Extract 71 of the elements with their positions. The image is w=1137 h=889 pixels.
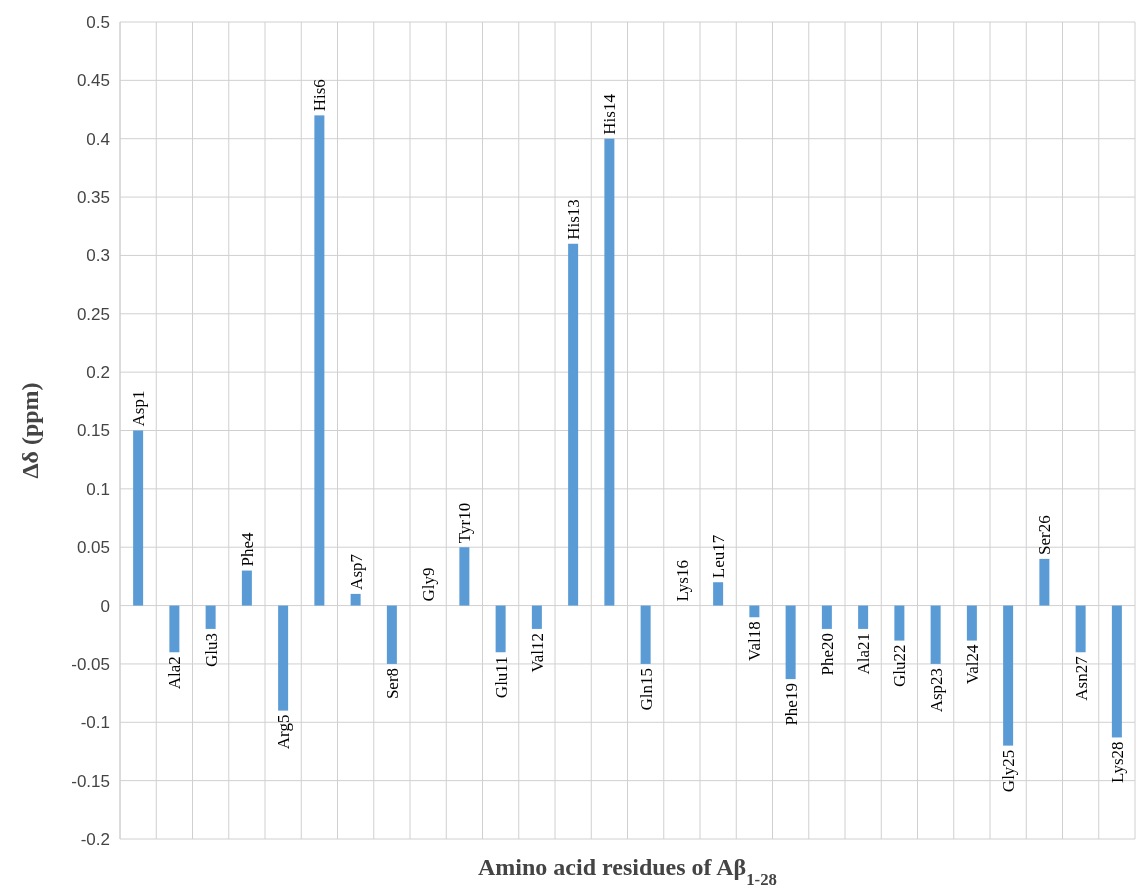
x-tick-label: Phe4 bbox=[237, 532, 257, 567]
x-tick-label: Asn27 bbox=[1071, 655, 1091, 701]
y-tick-label: 0.45 bbox=[76, 71, 110, 91]
x-tick-label: Ala2 bbox=[165, 656, 185, 690]
bar bbox=[241, 570, 252, 606]
y-tick-label: 0.1 bbox=[86, 479, 110, 499]
bar bbox=[1003, 605, 1014, 746]
x-tick-label: Asp23 bbox=[926, 667, 946, 713]
x-tick-label: Tyr10 bbox=[455, 502, 475, 544]
x-tick-label: Phe20 bbox=[817, 632, 837, 676]
y-tick-label: 0.15 bbox=[76, 421, 110, 441]
x-tick-label: Gly25 bbox=[999, 749, 1019, 793]
y-tick-label: -0.05 bbox=[71, 654, 110, 674]
x-tick-label: Gly9 bbox=[419, 567, 439, 602]
x-tick-label: Ala21 bbox=[854, 632, 874, 675]
x-tick-label: Arg5 bbox=[274, 714, 294, 750]
x-tick-label: Leu17 bbox=[709, 534, 729, 579]
x-tick-label: Gln15 bbox=[636, 667, 656, 711]
bar bbox=[531, 605, 542, 629]
x-tick-label: Lys16 bbox=[672, 560, 692, 602]
y-tick-label: 0.35 bbox=[76, 188, 110, 208]
x-tick-label: Val12 bbox=[527, 632, 547, 673]
x-tick-label: Glu11 bbox=[491, 656, 511, 699]
bar bbox=[1039, 558, 1050, 606]
x-tick-label: His13 bbox=[564, 199, 584, 240]
bar bbox=[785, 605, 796, 680]
bar bbox=[350, 593, 361, 606]
bar bbox=[604, 138, 615, 606]
y-tick-label: -0.1 bbox=[80, 713, 110, 733]
bar bbox=[821, 605, 832, 629]
bar bbox=[713, 582, 724, 606]
x-tick-label: Ser8 bbox=[382, 667, 402, 700]
x-tick-label: His14 bbox=[600, 93, 620, 135]
x-tick-label: Val24 bbox=[962, 644, 982, 685]
bar bbox=[894, 605, 905, 641]
x-tick-label: Lys28 bbox=[1107, 741, 1127, 784]
y-tick-label: 0.25 bbox=[76, 304, 110, 324]
bar bbox=[568, 243, 579, 606]
bar bbox=[386, 605, 397, 664]
bar bbox=[858, 605, 869, 629]
bar bbox=[749, 605, 760, 618]
bar bbox=[930, 605, 941, 664]
y-tick-label: 0.4 bbox=[86, 129, 110, 149]
bar bbox=[133, 430, 144, 606]
x-tick-label: Asp7 bbox=[346, 553, 366, 590]
bar bbox=[966, 605, 977, 641]
x-tick-label: Val18 bbox=[745, 621, 765, 661]
bar bbox=[1111, 605, 1122, 738]
x-tick-label: Glu22 bbox=[890, 644, 910, 688]
x-tick-label: Ser26 bbox=[1035, 515, 1055, 555]
y-tick-label: 0.5 bbox=[86, 12, 110, 32]
x-tick-label: Phe19 bbox=[781, 683, 801, 726]
y-tick-label: -0.2 bbox=[80, 829, 110, 849]
bar bbox=[495, 605, 506, 653]
bar bbox=[169, 605, 180, 653]
x-tick-label: Glu3 bbox=[201, 632, 221, 667]
y-tick-label: 0.3 bbox=[86, 246, 110, 266]
bar bbox=[1075, 605, 1086, 653]
y-tick-label: 0.2 bbox=[86, 363, 110, 383]
x-tick-label: His6 bbox=[310, 79, 330, 112]
bar bbox=[205, 605, 216, 629]
x-tick-label: Asp1 bbox=[129, 390, 149, 427]
y-tick-label: -0.15 bbox=[71, 771, 110, 791]
y-tick-label: 0 bbox=[100, 596, 110, 616]
bar bbox=[278, 605, 289, 711]
x-axis-title: Amino acid residues of Aβ$_{1-28}$ bbox=[478, 854, 777, 889]
y-axis-title: Δδ (ppm) bbox=[17, 382, 43, 479]
bar bbox=[314, 115, 325, 606]
bar bbox=[459, 547, 470, 606]
y-tick-label: 0.05 bbox=[76, 538, 110, 558]
bar bbox=[640, 605, 651, 664]
